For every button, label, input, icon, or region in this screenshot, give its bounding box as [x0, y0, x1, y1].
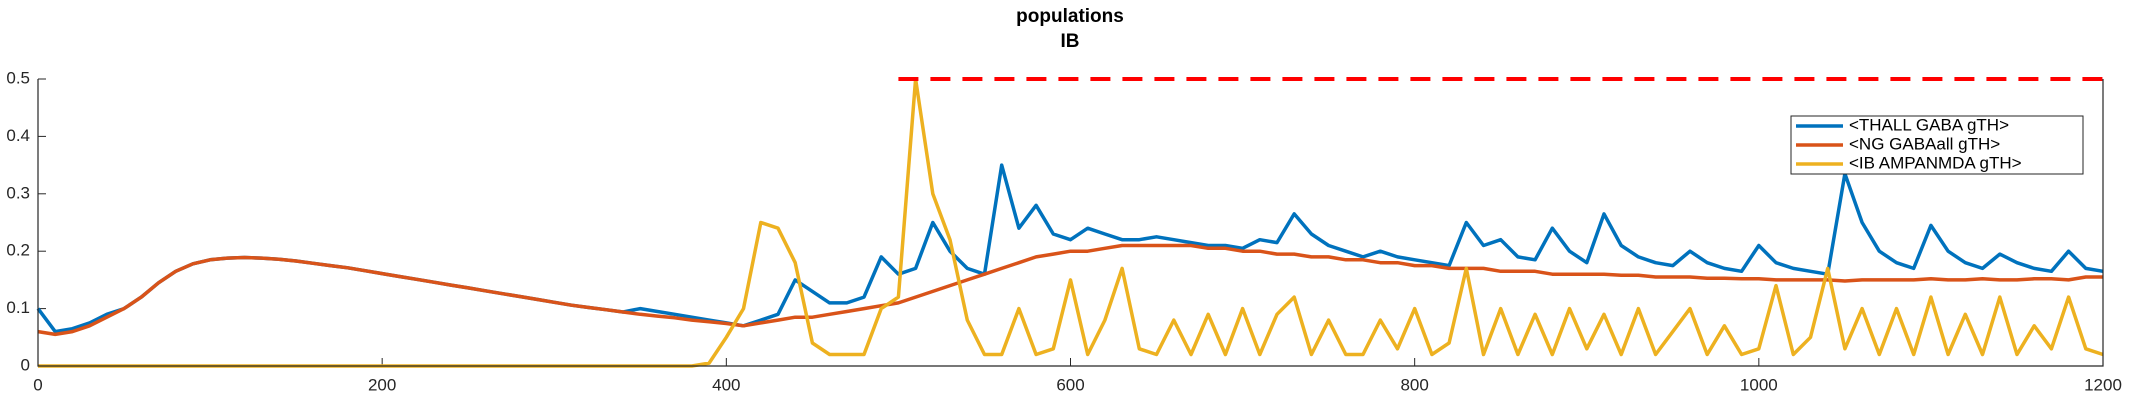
plot-area	[38, 79, 2103, 366]
y-tick-label: 0.2	[6, 241, 30, 260]
legend-label: <THALL GABA gTH>	[1849, 115, 2009, 134]
series-line	[37, 243, 2103, 337]
x-tick-label: 600	[1056, 375, 1084, 394]
chart-subtitle: IB	[1061, 31, 1080, 52]
x-tick-label: 400	[712, 375, 740, 394]
y-tick-label: 0.1	[6, 298, 30, 317]
y-tick-label: 0.4	[6, 126, 30, 145]
y-tick-label: 0.5	[6, 68, 30, 87]
x-tick-label: 200	[368, 375, 396, 394]
y-tick-label: 0.3	[6, 183, 30, 202]
x-tick-label: 1000	[1740, 375, 1778, 394]
chart-title: populations	[1016, 6, 1124, 27]
legend-label: <IB AMPANMDA gTH>	[1849, 153, 2022, 172]
x-tick-label: 0	[33, 375, 42, 394]
axes-box	[37, 79, 2104, 367]
x-tick-label: 1200	[2084, 375, 2122, 394]
x-tick-label: 800	[1400, 375, 1428, 394]
legend-label: <NG GABAall gTH>	[1849, 134, 2000, 153]
y-tick-label: 0	[21, 355, 30, 374]
